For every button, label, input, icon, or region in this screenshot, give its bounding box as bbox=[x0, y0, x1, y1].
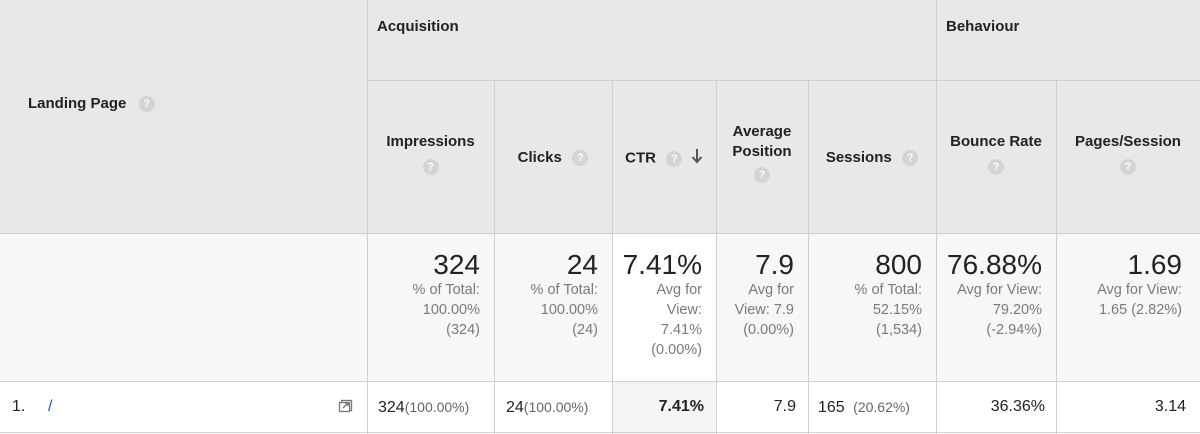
help-icon[interactable]: ? bbox=[572, 149, 589, 166]
total-detail: 1.65 (2.82%) bbox=[1098, 302, 1182, 318]
impressions-column-header[interactable]: Impressions ? bbox=[367, 132, 494, 176]
row-impressions: 324(100.00%) bbox=[378, 396, 469, 419]
row-bounce-rate: 36.36% bbox=[990, 398, 1045, 415]
total-detail: (24) bbox=[572, 322, 598, 338]
clicks-value: 24 bbox=[506, 399, 524, 416]
total-detail: 52.15% bbox=[872, 302, 922, 318]
totals-label-cell bbox=[0, 233, 367, 381]
totals-bg-a bbox=[367, 233, 612, 381]
column-header-row bbox=[367, 80, 1200, 233]
pages-session-label: Pages/Session bbox=[1075, 133, 1181, 150]
total-detail: Avg for View: bbox=[1097, 282, 1182, 298]
sessions-column-header[interactable]: Sessions ? bbox=[808, 148, 936, 168]
avg-position-total: 7.9 Avg for View: 7.9 (0.00%) bbox=[716, 250, 794, 340]
arrow-down-icon[interactable] bbox=[691, 148, 703, 169]
total-detail: (-2.94%) bbox=[986, 322, 1042, 338]
total-detail: 7.41% bbox=[660, 322, 702, 338]
total-detail: (324) bbox=[446, 322, 480, 338]
pages-session-total: 1.69 Avg for View: 1.65 (2.82%) bbox=[1056, 250, 1182, 320]
total-detail: Avg for View: bbox=[957, 282, 1042, 298]
total-detail: 100.00% bbox=[422, 302, 480, 318]
landing-page-label: Landing Page bbox=[28, 95, 127, 112]
total-value: 800 bbox=[875, 249, 922, 280]
total-detail: (0.00%) bbox=[743, 322, 794, 338]
landing-page-column[interactable]: Landing Page ? bbox=[28, 94, 155, 114]
landing-page-header bbox=[0, 0, 367, 233]
sessions-total: 800 % of Total: 52.15% (1,534) bbox=[808, 250, 922, 340]
open-link-icon[interactable] bbox=[338, 397, 354, 418]
acquisition-group-header bbox=[367, 0, 936, 80]
row-clicks: 24(100.00%) bbox=[506, 396, 588, 419]
total-detail: Avg for bbox=[748, 282, 794, 298]
clicks-column-header[interactable]: Clicks ? bbox=[494, 148, 612, 168]
sessions-percent: (20.62%) bbox=[853, 399, 910, 415]
row-sessions: 165 (20.62%) bbox=[818, 396, 910, 419]
sessions-value: 165 bbox=[818, 399, 845, 416]
pages-session-column-header[interactable]: Pages/Session ? bbox=[1056, 132, 1200, 176]
impressions-percent: (100.00%) bbox=[404, 399, 470, 415]
clicks-percent: (100.00%) bbox=[523, 399, 589, 415]
total-value: 324 bbox=[433, 249, 480, 280]
bounce-rate-column-header[interactable]: Bounce Rate ? bbox=[936, 132, 1056, 176]
total-detail: 79.20% bbox=[992, 302, 1042, 318]
clicks-total: 24 % of Total: 100.00% (24) bbox=[494, 250, 598, 340]
landing-page-link[interactable]: / bbox=[48, 398, 53, 415]
help-icon[interactable]: ? bbox=[666, 150, 683, 167]
ctr-column-header[interactable]: CTR ? bbox=[612, 148, 716, 169]
impressions-label: Impressions bbox=[386, 133, 475, 150]
help-icon[interactable]: ? bbox=[422, 158, 439, 175]
total-detail: View: bbox=[666, 302, 702, 318]
total-value: 7.9 bbox=[755, 249, 794, 280]
total-value: 76.88% bbox=[947, 249, 1042, 280]
total-detail: 100.00% bbox=[540, 302, 598, 318]
behaviour-group-header bbox=[936, 0, 1200, 80]
ctr-totals-highlight bbox=[612, 233, 716, 381]
row-avg-position: 7.9 bbox=[773, 398, 796, 415]
help-icon[interactable]: ? bbox=[138, 95, 155, 112]
ctr-row-highlight bbox=[612, 381, 716, 434]
bounce-rate-total: 76.88% Avg for View: 79.20% (-2.94%) bbox=[936, 250, 1042, 340]
total-detail: (0.00%) bbox=[651, 342, 702, 358]
bounce-rate-label: Bounce Rate bbox=[950, 133, 1042, 150]
total-detail: (1,534) bbox=[876, 322, 922, 338]
clicks-label: Clicks bbox=[517, 149, 562, 166]
avg-position-column-header[interactable]: Average Position ? bbox=[716, 122, 808, 184]
total-detail: % of Total: bbox=[854, 282, 922, 298]
ctr-label: CTR bbox=[625, 149, 656, 167]
row-pages-session: 3.14 bbox=[1154, 398, 1186, 415]
total-detail: Avg for bbox=[656, 282, 702, 298]
avg-position-label: Average Position bbox=[732, 123, 792, 160]
row-ctr: 7.41% bbox=[658, 398, 704, 415]
total-value: 7.41% bbox=[622, 249, 702, 280]
behaviour-label: Behaviour bbox=[946, 18, 1020, 35]
total-detail: % of Total: bbox=[530, 282, 598, 298]
acquisition-label: Acquisition bbox=[377, 18, 459, 35]
ctr-total: 7.41% Avg for View: 7.41% (0.00%) bbox=[612, 250, 702, 360]
total-value: 1.69 bbox=[1127, 249, 1183, 280]
help-icon[interactable]: ? bbox=[902, 149, 919, 166]
total-value: 24 bbox=[566, 249, 598, 280]
impressions-value: 324 bbox=[378, 399, 405, 416]
sessions-label: Sessions bbox=[825, 149, 892, 166]
help-icon[interactable]: ? bbox=[754, 166, 770, 183]
total-detail: % of Total: bbox=[412, 282, 480, 298]
help-icon[interactable]: ? bbox=[1120, 158, 1136, 175]
row-index: 1. bbox=[12, 398, 26, 415]
impressions-total: 324 % of Total: 100.00% (324) bbox=[367, 250, 480, 340]
help-icon[interactable]: ? bbox=[988, 158, 1004, 175]
total-detail: View: 7.9 bbox=[734, 302, 794, 318]
totals-bg-b bbox=[716, 233, 1200, 381]
